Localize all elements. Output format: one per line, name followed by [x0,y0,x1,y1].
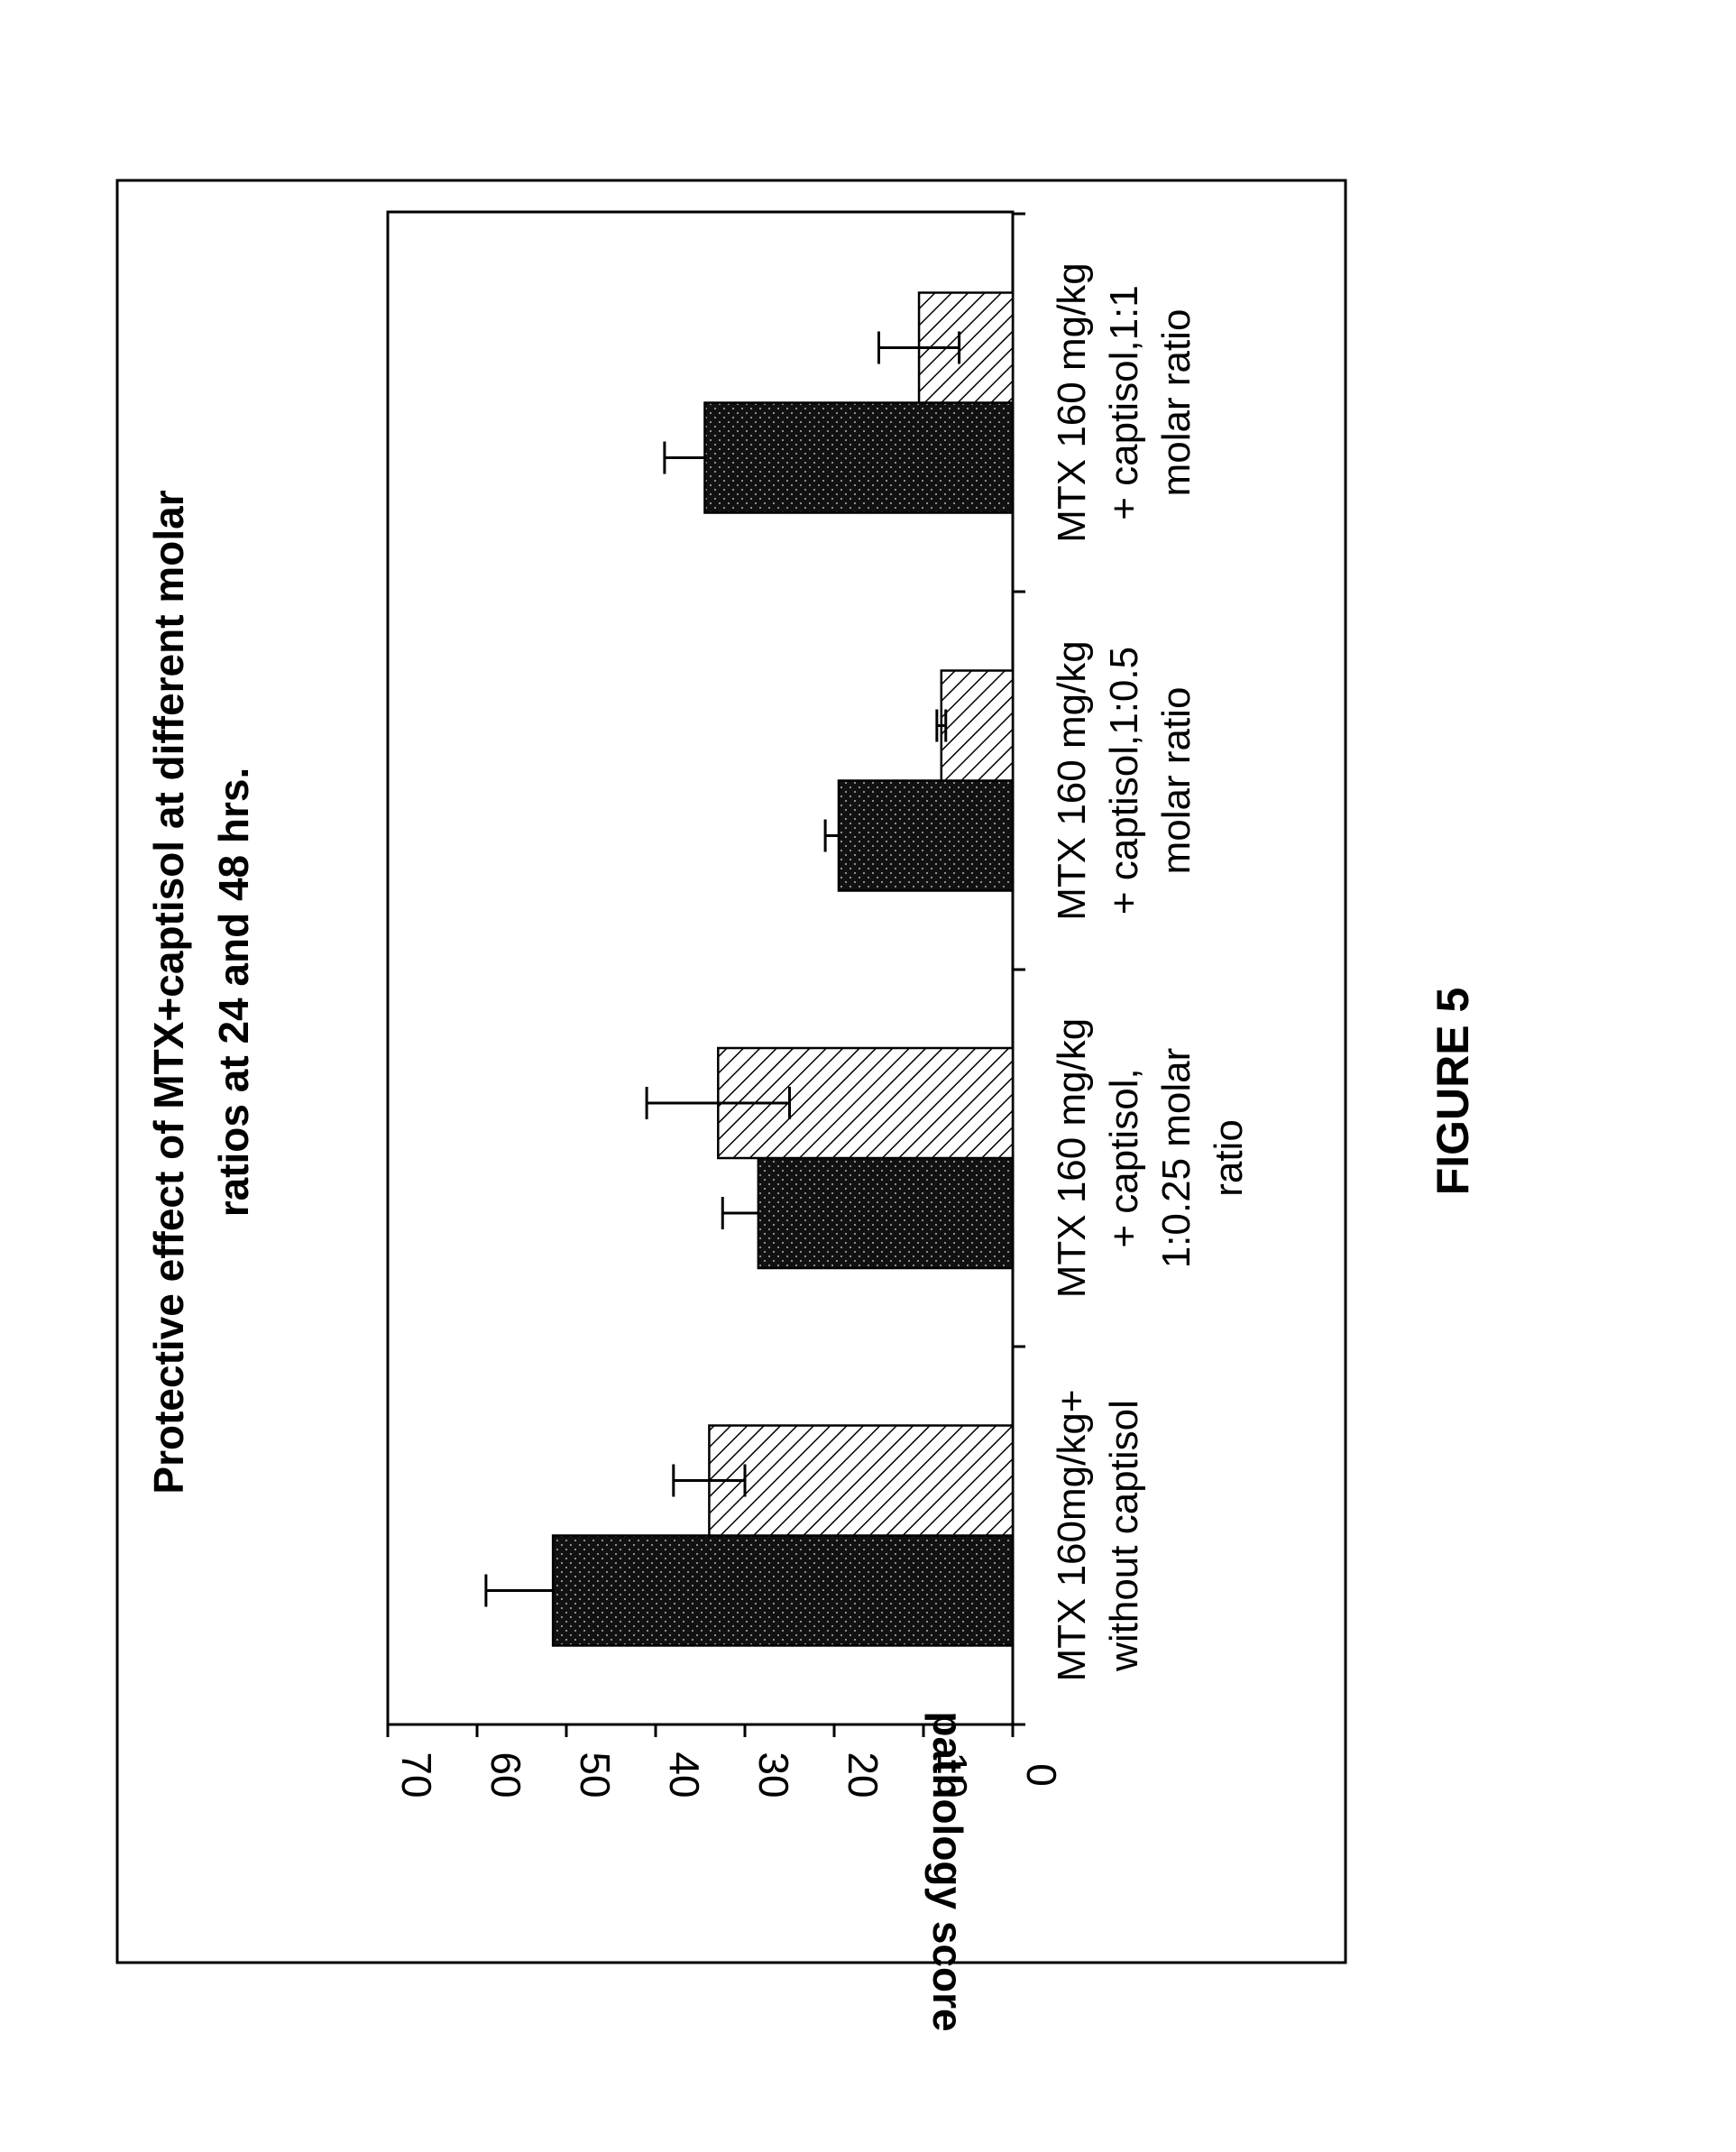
x-category-label: molar ratio [1154,687,1199,875]
error-bar-dotted-1 [486,1575,553,1607]
chart-title-line: Protective effect of MTX+captisol at dif… [145,490,192,1494]
bar-hatched-3 [941,671,1013,781]
y-tick-label: 60 [482,1752,529,1798]
y-tick-label: 50 [572,1752,619,1798]
y-tick-label: 30 [750,1752,797,1798]
y-tick-label: 20 [840,1752,886,1798]
y-tick-label: 40 [661,1752,708,1798]
x-category-label: molar ratio [1154,309,1199,497]
error-bar-dotted-3 [825,820,839,852]
bar-chart: 010203040506070MTX 160mg/kg+without capt… [145,212,1478,2032]
x-category-label: MTX 160mg/kg+ [1050,1389,1094,1681]
figure-label: FIGURE 5 [1428,988,1478,1196]
x-category-label: 1:0.25 molar [1154,1048,1199,1269]
x-category-label: + captisol, [1102,1068,1146,1247]
bar-dotted-4 [704,403,1013,513]
bar-dotted-2 [758,1158,1013,1268]
x-category-label: + captisol,1:0.5 [1102,647,1146,915]
chart-title-line: ratios at 24 and 48 hrs. [210,768,257,1218]
x-category-label: without captisol [1102,1400,1146,1672]
x-category-label: MTX 160 mg/kg [1050,640,1094,921]
x-category-label: MTX 160 mg/kg [1050,262,1094,543]
x-category-label: + captisol,1:1 [1102,285,1146,520]
y-tick-label: 70 [393,1752,440,1798]
bar-dotted-3 [839,781,1013,891]
x-category-label: MTX 160 mg/kg [1050,1018,1094,1299]
bar-dotted-1 [553,1536,1013,1646]
x-category-label: ratio [1207,1119,1251,1197]
bar-hatched-1 [709,1426,1013,1536]
error-bar-dotted-4 [665,442,705,474]
y-axis-title: pathology score [924,1711,971,2031]
error-bar-dotted-2 [722,1197,758,1229]
y-tick-label: 0 [1018,1763,1065,1787]
